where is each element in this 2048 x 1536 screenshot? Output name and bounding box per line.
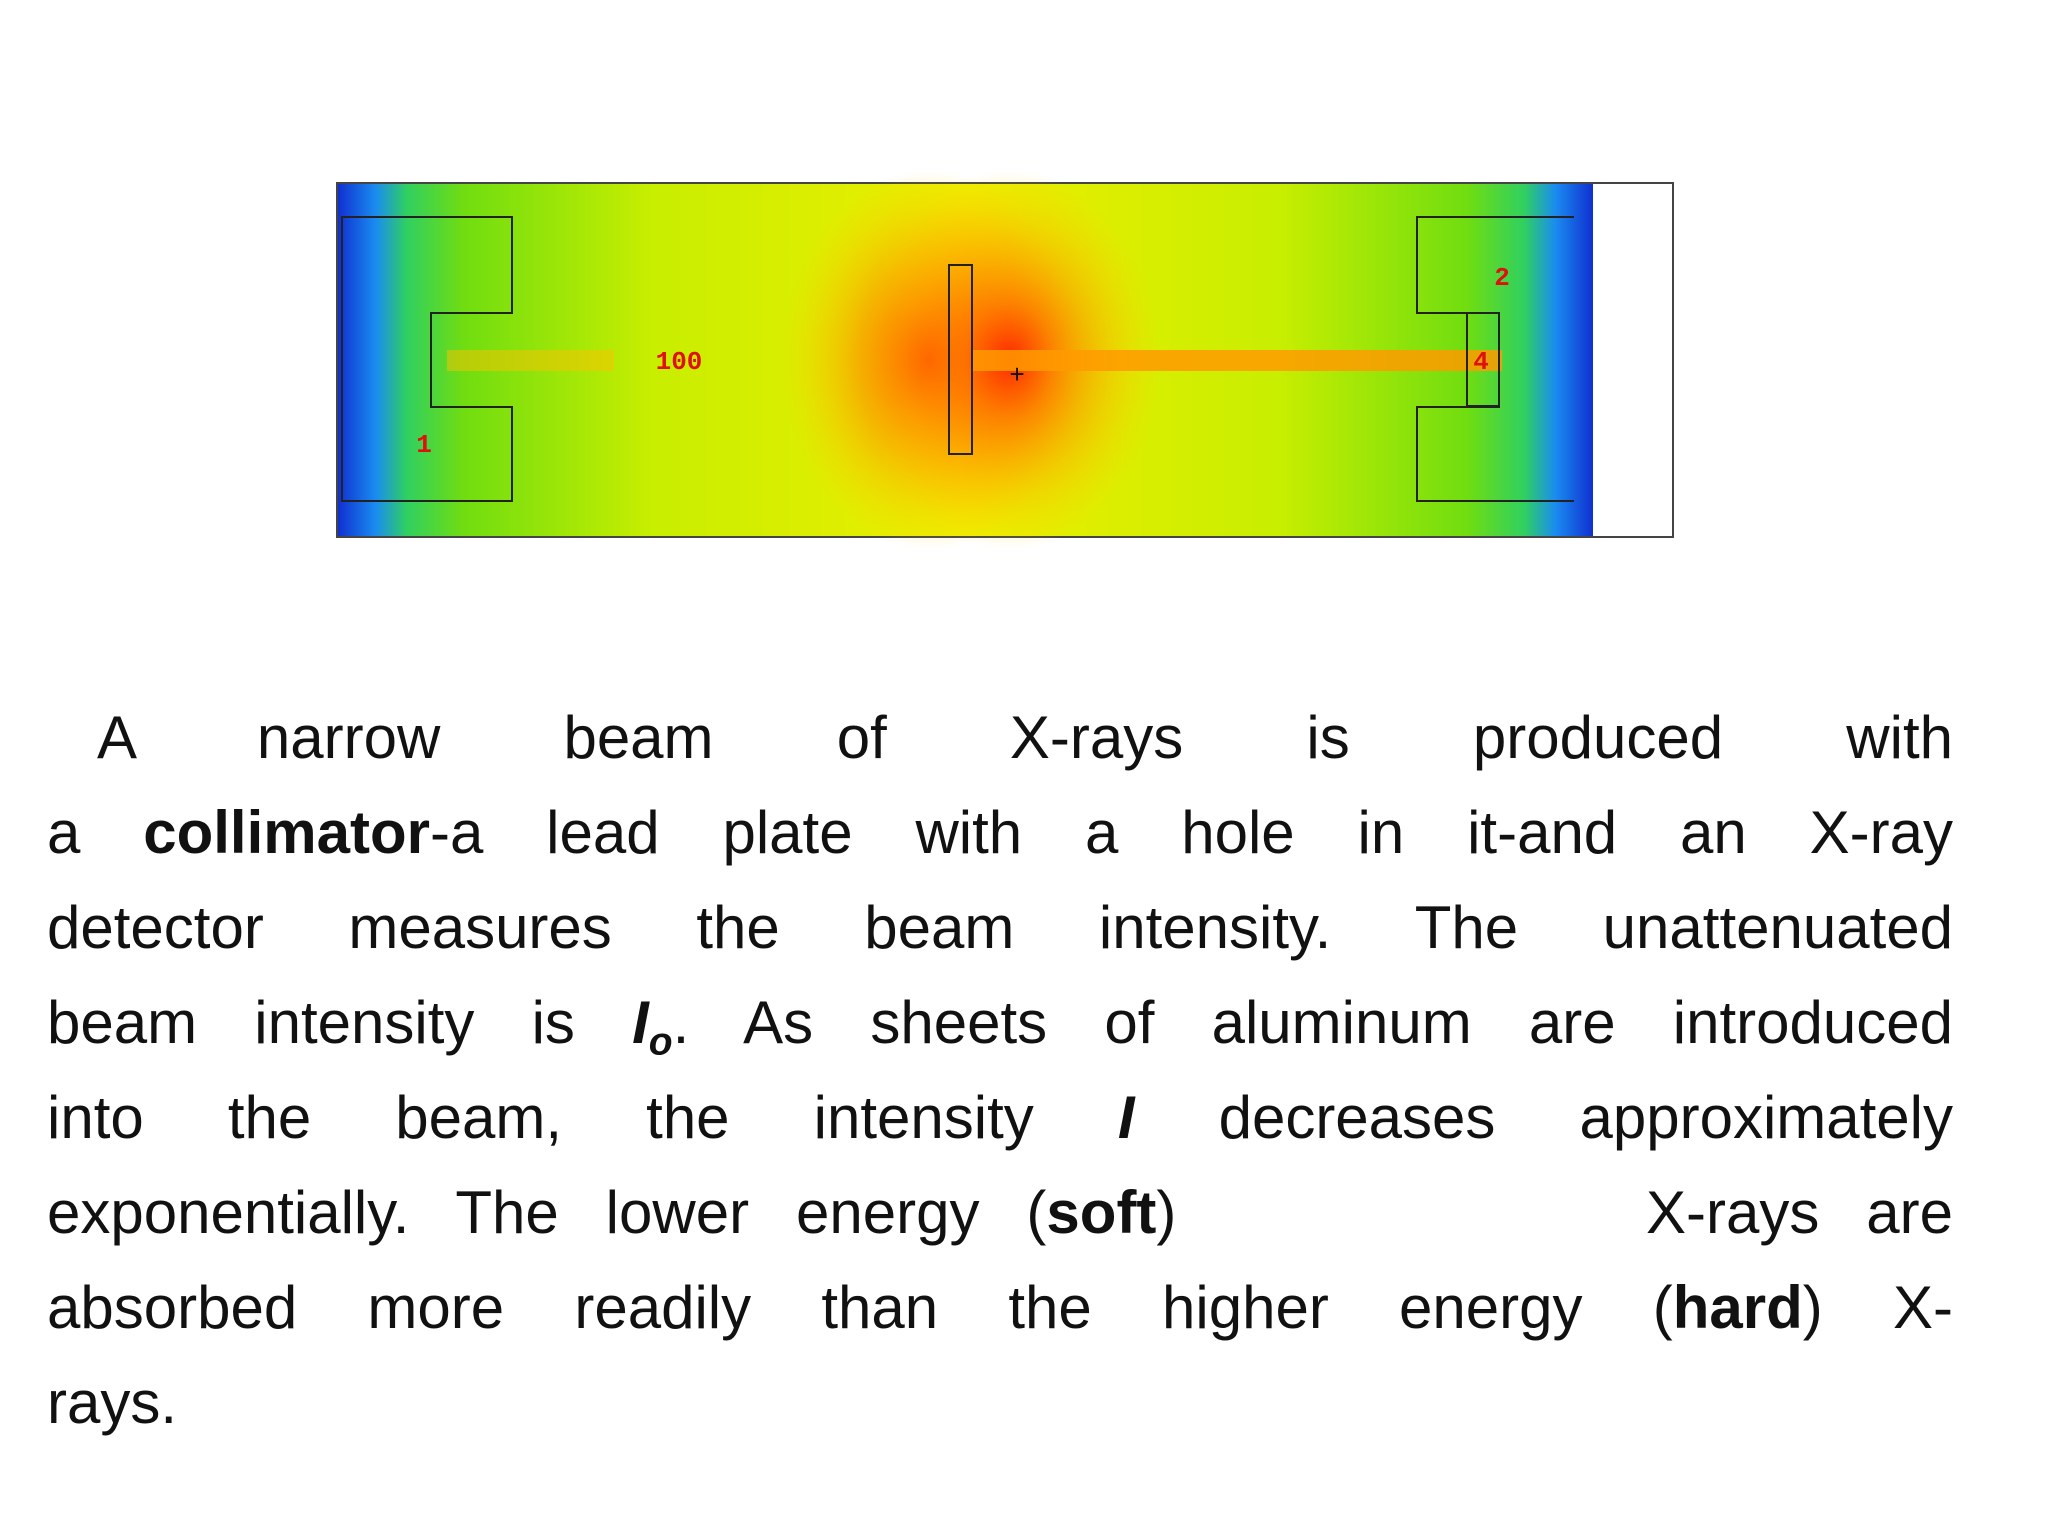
region-label: 2: [1494, 263, 1510, 293]
text-run: decreases approximately: [1134, 1084, 1953, 1151]
collimator: [341, 216, 513, 502]
paragraph: A narrow beam of X-rays is produced with…: [47, 690, 1953, 1450]
text-run: beam intensity is: [47, 989, 633, 1056]
beam: [447, 350, 614, 371]
text-line: A narrow beam of X-rays is produced with: [47, 690, 1953, 785]
text-run: exponentially. The lower energy (: [47, 1179, 1047, 1246]
text-run: a: [47, 799, 144, 866]
origin-marker: +: [1009, 361, 1025, 391]
text-run: collimator: [143, 799, 430, 866]
text-run: hard: [1672, 1274, 1803, 1341]
text-line: rays.: [47, 1355, 1953, 1450]
region-label: 100: [656, 347, 703, 377]
text-line: detector measures the beam intensity. Th…: [47, 880, 1953, 975]
text-line: a collimator-a lead plate with a hole in…: [47, 785, 1953, 880]
text-run: ) X-rays are: [1156, 1179, 1953, 1246]
text-run: rays.: [47, 1369, 178, 1436]
text-run: I: [632, 989, 649, 1056]
beam: [973, 350, 1502, 371]
text-run: o: [648, 1020, 673, 1064]
text-line: absorbed more readily than the higher en…: [47, 1260, 1953, 1355]
text-run: into the beam, the intensity: [47, 1084, 1118, 1151]
detector: [1466, 312, 1500, 407]
text-run: soft: [1046, 1179, 1157, 1246]
text-line: into the beam, the intensity I decreases…: [47, 1070, 1953, 1165]
region-label: 4: [1473, 347, 1489, 377]
text-run: absorbed more readily than the higher en…: [47, 1274, 1673, 1341]
text-run: detector measures the beam intensity. Th…: [47, 894, 1953, 961]
text-run: I: [1117, 1084, 1135, 1151]
text-line: exponentially. The lower energy (soft) X…: [47, 1165, 1953, 1260]
text-line: beam intensity is Io. As sheets of alumi…: [47, 975, 1953, 1070]
aluminum-sheet: [948, 264, 973, 455]
simulation-figure: 100 1 2 4 +: [336, 170, 1674, 550]
text-run: A narrow beam of X-rays is produced with: [97, 704, 1953, 771]
text-run: -a lead plate with a hole in it-and an X…: [429, 799, 1953, 866]
text-run: ) X-: [1802, 1274, 1953, 1341]
text-run: . As sheets of aluminum are introduced: [672, 989, 1953, 1056]
region-label: 1: [416, 430, 432, 460]
